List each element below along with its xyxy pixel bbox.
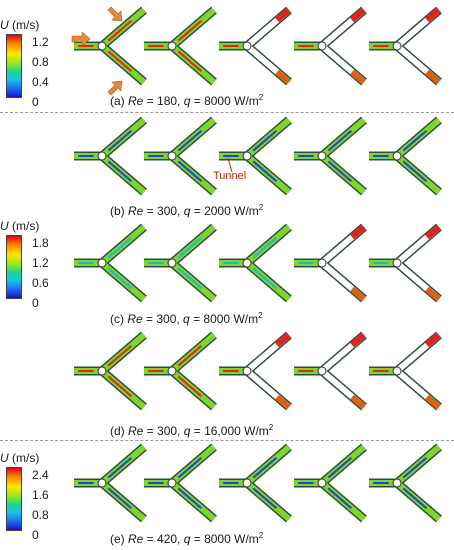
y-junction-contour: [369, 116, 442, 196]
caption-part: Re: [128, 424, 144, 438]
caption-part: = 420,: [143, 532, 184, 546]
row-caption: (e) Re = 420, q = 8000 W/m2: [0, 531, 263, 546]
y-junction-contour: [294, 116, 367, 196]
legend-tick: 2.4: [32, 468, 49, 482]
row-caption: (a) Re = 180, q = 8000 W/m2: [0, 93, 263, 108]
caption-part: = 8000 W/m: [190, 94, 259, 108]
caption-part: 2: [258, 311, 263, 320]
row-caption: (d) Re = 300, q = 16,000 W/m2: [0, 423, 273, 438]
y-junction-contour: [144, 223, 217, 303]
outlet-arrow-icon: [107, 6, 123, 22]
caption-part: (c): [110, 312, 128, 326]
y-junction-contour: [294, 223, 367, 303]
caption-part: = 300,: [143, 204, 184, 218]
legend-tick: 0.4: [32, 75, 49, 89]
y-junction-contour: [144, 443, 217, 523]
inlet-arrow-icon: [71, 31, 91, 47]
flow-arrows: [71, 6, 123, 96]
y-junction-contour: [219, 116, 292, 196]
caption-part: (d): [110, 424, 128, 438]
legend-tick: 1.8: [32, 236, 49, 250]
row-caption: (c) Re = 300, q = 8000 W/m2: [0, 311, 263, 326]
caption-part: q: [183, 532, 191, 546]
legend-colorbar: [6, 34, 22, 98]
y-junction-contour: [294, 443, 367, 523]
caption-part: = 2000 W/m: [190, 204, 259, 218]
tunnel-annotation: Tunnel: [213, 170, 247, 182]
caption-part: q: [183, 94, 191, 108]
legend-colorbar: [6, 467, 22, 531]
y-junction-contour: [369, 223, 442, 303]
legend-tick: 1.6: [32, 488, 49, 502]
legend-tick: 1.2: [32, 35, 49, 49]
caption-part: (b): [110, 204, 128, 218]
caption-part: 2: [258, 93, 264, 102]
y-junction-contour: [369, 6, 442, 86]
y-junction-contour: [219, 331, 292, 411]
caption-part: q: [183, 424, 191, 438]
y-junction-contour: [144, 116, 217, 196]
caption-part: q: [183, 204, 191, 218]
legend-tick: 0.6: [32, 276, 49, 290]
y-junction-contour: [144, 331, 217, 411]
legend-tick: 0.8: [32, 55, 49, 69]
y-junction-contour: [74, 223, 147, 303]
caption-part: = 16,000 W/m: [190, 424, 269, 438]
caption-part: (a): [110, 94, 128, 108]
legend-unit: (m/s): [8, 219, 40, 233]
legend-colorbar: [6, 235, 22, 299]
legend-symbol: U: [0, 451, 9, 465]
caption-part: Re: [128, 94, 144, 108]
legend-tick: 0: [32, 95, 39, 109]
y-junction-contour: [219, 6, 292, 86]
legend-tick: 1.2: [32, 256, 49, 270]
legend-tick: 0.8: [32, 508, 49, 522]
caption-part: = 8000 W/m: [189, 312, 259, 326]
legend-symbol: U: [0, 18, 9, 32]
legend-tick: 0: [32, 296, 39, 310]
caption-part: (e): [110, 532, 128, 546]
y-junction-contour: [144, 6, 217, 86]
row-caption: (b) Re = 300, q = 2000 W/m2: [0, 203, 263, 218]
divider: [0, 440, 454, 441]
caption-part: 2: [258, 531, 264, 540]
y-junction-contour: [294, 331, 367, 411]
y-junction-contour: [74, 6, 147, 86]
tunnel-pointer: [227, 157, 233, 173]
caption-part: = 180,: [143, 94, 184, 108]
y-junction-contour: [369, 443, 442, 523]
caption-part: 2: [258, 203, 264, 212]
y-junction-contour: [74, 443, 147, 523]
y-junction-contour: [294, 6, 367, 86]
legend-unit: (m/s): [8, 451, 40, 465]
divider: [0, 112, 454, 113]
caption-part: Re: [128, 204, 144, 218]
caption-part: q: [183, 312, 190, 326]
outlet-arrow-icon: [107, 80, 123, 96]
caption-part: Re: [127, 312, 143, 326]
caption-part: = 300,: [142, 312, 184, 326]
legend-symbol: U: [0, 219, 9, 233]
y-junction-contour: [74, 116, 147, 196]
y-junction-contour: [219, 223, 292, 303]
legend-tick: 0: [32, 528, 39, 542]
y-junction-contour: [74, 331, 147, 411]
y-junction-contour: [219, 443, 292, 523]
caption-part: Re: [128, 532, 144, 546]
caption-part: = 300,: [143, 424, 184, 438]
legend-unit: (m/s): [8, 18, 40, 32]
caption-part: = 8000 W/m: [190, 532, 259, 546]
caption-part: 2: [268, 423, 274, 432]
y-junction-contour: [369, 331, 442, 411]
